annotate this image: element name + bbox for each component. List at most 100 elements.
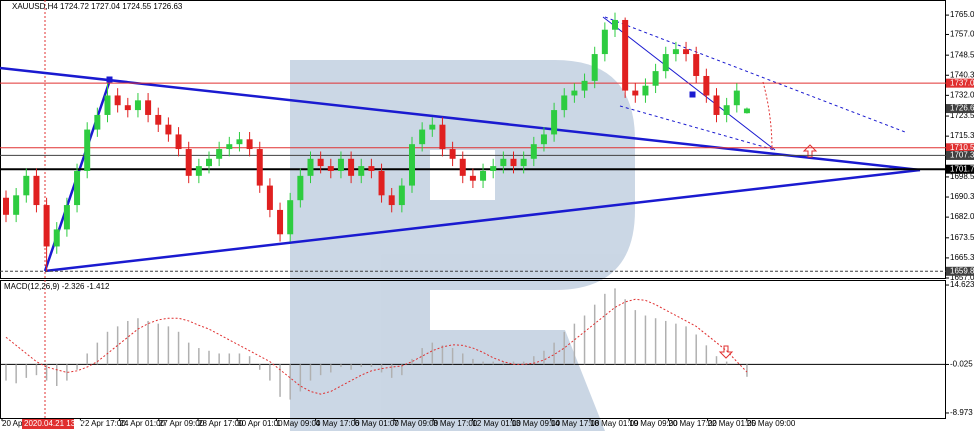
level-label-bg: [946, 164, 974, 174]
level-label-bg: [946, 104, 974, 114]
candle-body: [530, 144, 537, 159]
candle-body: [500, 158, 507, 167]
x-tick-label: 28 Apr 17:00: [198, 419, 244, 428]
x-tick-label: 27 Apr 09:00: [159, 419, 205, 428]
level-label: 1737.06: [950, 78, 974, 87]
candle-body: [277, 209, 284, 235]
candle-body: [13, 195, 20, 215]
level-label: 1701.72: [950, 164, 974, 173]
candle-body: [175, 134, 182, 150]
x-tick-label: 30 Apr 01:00: [237, 419, 283, 428]
candle-body: [165, 124, 172, 135]
candle-body: [683, 49, 690, 55]
x-tick-label: 7 May 09:00: [394, 419, 439, 428]
candle-body: [84, 129, 91, 171]
candle-body: [33, 175, 40, 206]
candle-body: [642, 85, 649, 96]
candle-body: [327, 166, 334, 171]
candle-body: [510, 158, 517, 167]
x-tick-label: 12 May 01:00: [472, 419, 521, 428]
y-tick-label: 1732.05: [950, 90, 974, 99]
candle-body: [743, 108, 750, 114]
down-arrow: [718, 345, 734, 359]
chart-title: XAUUSD,H4 1724.72 1727.04 1724.55 1726.6…: [12, 2, 183, 11]
level-label-bg: [946, 150, 974, 160]
candle-body: [3, 197, 9, 215]
candle-body: [398, 185, 405, 206]
candle-body: [236, 139, 243, 145]
y-tick-label: 1665.30: [950, 253, 974, 262]
anchor-point: [106, 76, 113, 83]
anchor-point: [689, 91, 696, 98]
watermark: [290, 60, 635, 431]
level-label-bg: [946, 78, 974, 88]
candle-body: [388, 195, 395, 206]
x-tick-label: 6 May 01:00: [355, 419, 400, 428]
x-tick-label: 22 Apr 17:00: [80, 419, 126, 428]
candle-body: [287, 200, 294, 235]
candle-body: [672, 49, 679, 55]
y-tick-label: 1757.05: [950, 30, 974, 39]
candle-body: [480, 170, 487, 181]
y-tick-label: -0.025: [950, 360, 973, 369]
y-tick-label: -8.973: [950, 408, 973, 417]
candle-body: [409, 144, 415, 186]
candle-body: [652, 71, 659, 86]
y-tick-label: 1698.55: [950, 172, 974, 181]
x-tick-label: 1 May 09:00: [276, 419, 321, 428]
trend-line: [44, 168, 921, 273]
candle-body: [439, 124, 446, 150]
candle-body: [591, 54, 598, 81]
candle-body: [358, 166, 365, 176]
candle-body: [449, 149, 456, 159]
y-tick-label: 14.623: [950, 280, 974, 289]
macd-label: MACD(12,26,9) -2.326 -1.412: [4, 282, 110, 291]
candle-body: [368, 166, 375, 171]
candle-body: [317, 158, 324, 167]
trend-line: [0, 66, 921, 172]
candle-body: [693, 54, 700, 76]
candle-body: [601, 29, 608, 55]
candle-body: [540, 134, 547, 145]
candle-body: [337, 158, 344, 171]
candle-body: [114, 95, 121, 106]
candle-body: [490, 166, 497, 171]
candle-body: [216, 149, 223, 159]
candle-body: [246, 139, 253, 150]
x-tick-label: 19 May 09:00: [629, 419, 678, 428]
y-tick-label: 1657.05: [950, 273, 974, 282]
candle-body: [469, 175, 476, 181]
candle-body: [43, 205, 50, 247]
candle-body: [53, 229, 60, 247]
candle-body: [703, 75, 710, 96]
y-tick-label: 1682.05: [950, 212, 974, 221]
candle-body: [145, 100, 152, 115]
candle-body: [612, 19, 618, 30]
candle-body: [551, 110, 558, 135]
x-tick-label: 20 May 17:00: [668, 419, 717, 428]
level-label: 1710.52: [950, 143, 974, 152]
y-tick-label: 1748.55: [950, 50, 974, 59]
x-tick-label: 22 May 01:00: [708, 419, 757, 428]
x-tick-label: 25 May 09:00: [747, 419, 796, 428]
candle-body: [94, 114, 101, 130]
candle-body: [195, 166, 202, 176]
candle-body: [632, 90, 639, 96]
candle-body: [723, 105, 730, 115]
x-tick-label: 14 May 17:00: [551, 419, 600, 428]
crosshair-label: 2020.04.21 13:00: [24, 419, 87, 428]
macd-signal: [5, 298, 748, 395]
x-tick-label: 18 May 01:00: [590, 419, 639, 428]
candle-body: [185, 149, 192, 176]
level-label-bg: [946, 143, 974, 153]
candle-body: [419, 129, 426, 145]
candle-body: [459, 158, 466, 176]
candle-body: [581, 80, 588, 91]
main-panel-frame: [0, 0, 946, 279]
watermark-logo: [290, 60, 635, 431]
candle-body: [662, 54, 669, 72]
channel-line: [619, 105, 776, 151]
forecast-path: [762, 81, 773, 151]
candle-body: [622, 19, 629, 91]
x-tick-label: 4 May 17:00: [316, 419, 361, 428]
